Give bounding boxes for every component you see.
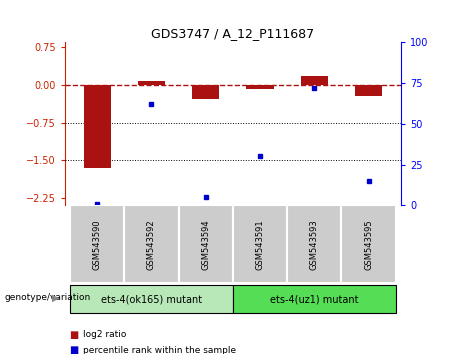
Bar xyxy=(233,205,287,283)
Text: GSM543594: GSM543594 xyxy=(201,219,210,270)
Text: percentile rank within the sample: percentile rank within the sample xyxy=(83,346,236,354)
Bar xyxy=(178,205,233,283)
Text: log2 ratio: log2 ratio xyxy=(83,330,126,339)
Bar xyxy=(287,205,341,283)
Bar xyxy=(355,85,382,96)
Bar xyxy=(341,205,396,283)
Text: ■: ■ xyxy=(69,346,78,354)
Bar xyxy=(70,205,124,283)
Text: ▶: ▶ xyxy=(52,292,59,303)
Text: genotype/variation: genotype/variation xyxy=(5,293,91,302)
Text: GSM543595: GSM543595 xyxy=(364,219,373,270)
Text: GSM543593: GSM543593 xyxy=(310,219,319,270)
Bar xyxy=(83,85,111,168)
Bar xyxy=(192,85,219,99)
Text: GSM543592: GSM543592 xyxy=(147,219,156,270)
Text: GSM543591: GSM543591 xyxy=(255,219,265,270)
Bar xyxy=(233,285,396,314)
Bar xyxy=(70,285,233,314)
Title: GDS3747 / A_12_P111687: GDS3747 / A_12_P111687 xyxy=(151,27,314,40)
Bar xyxy=(301,76,328,85)
Bar xyxy=(124,205,178,283)
Bar xyxy=(138,81,165,85)
Text: ■: ■ xyxy=(69,330,78,339)
Text: ets-4(ok165) mutant: ets-4(ok165) mutant xyxy=(101,294,202,304)
Bar xyxy=(246,85,273,88)
Text: GSM543590: GSM543590 xyxy=(93,219,101,270)
Text: ets-4(uz1) mutant: ets-4(uz1) mutant xyxy=(270,294,359,304)
